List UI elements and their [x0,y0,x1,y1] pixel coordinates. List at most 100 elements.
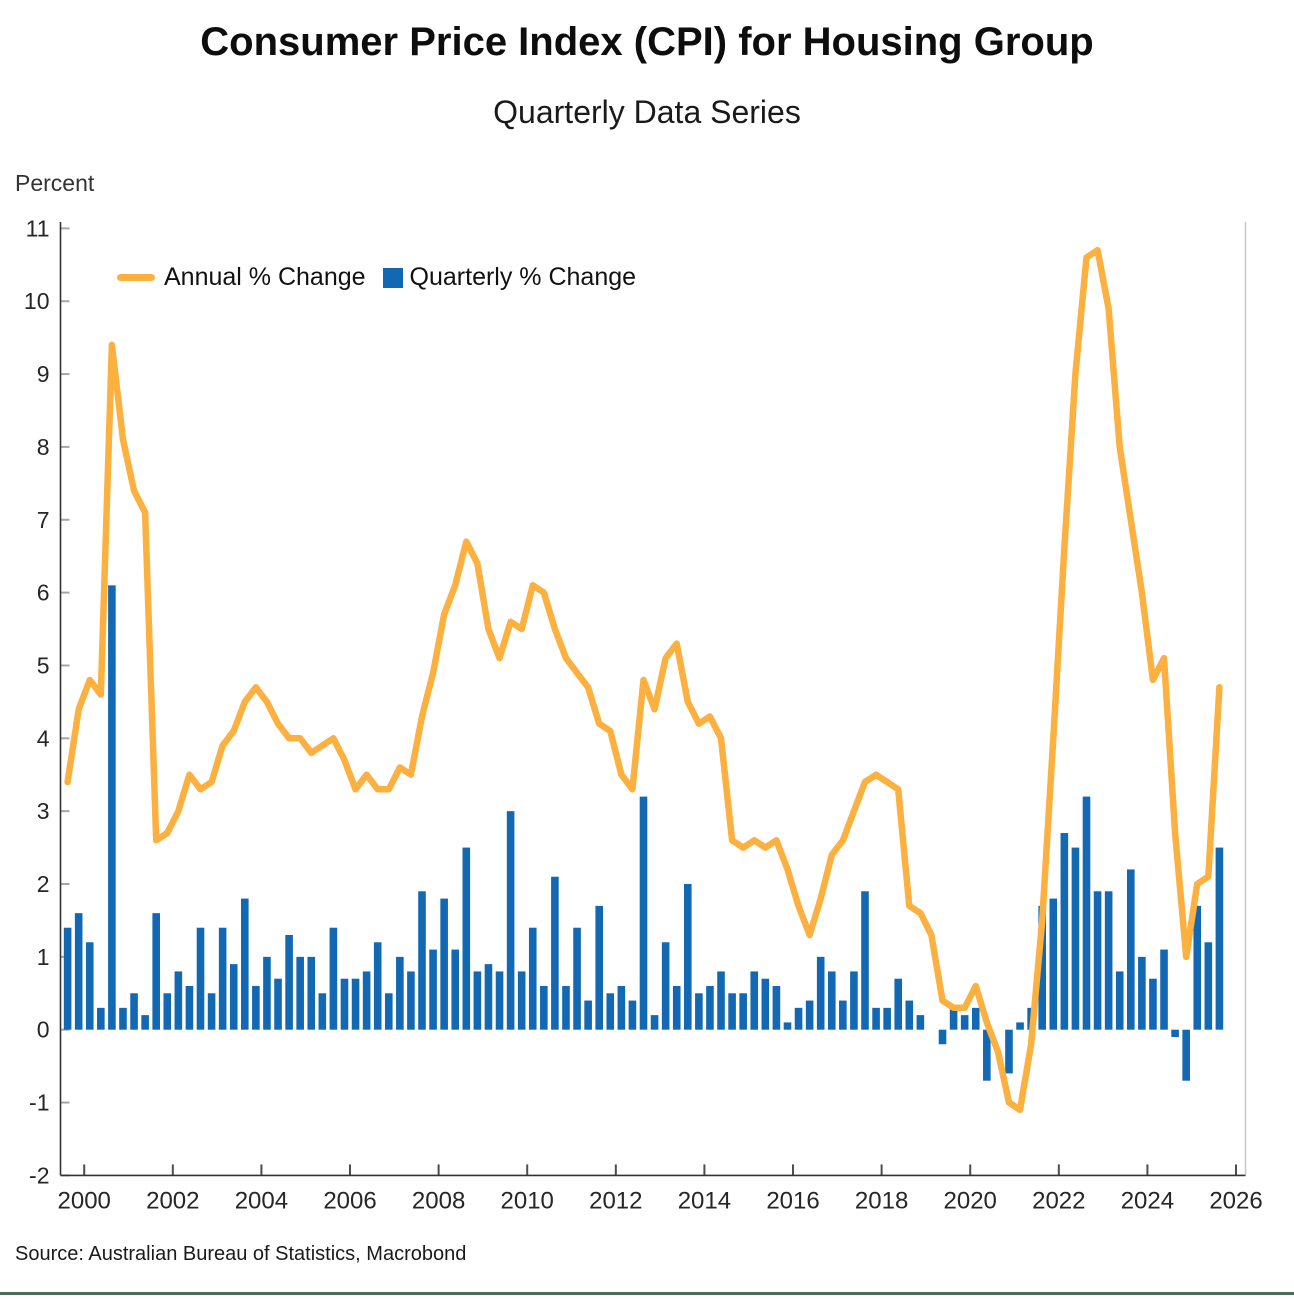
bar-2000 Q2 [97,1007,105,1030]
bar-2011 Q1 [573,927,581,1030]
y-tick-label: 8 [37,434,50,460]
bar-2015 Q1 [750,971,759,1030]
bar-2025 Q1 [1193,905,1202,1030]
bar-2019 Q2 [938,1029,947,1045]
x-tick-label: 2012 [589,1187,642,1214]
bar-2010 Q3 [551,876,559,1030]
bar-2000 Q1 [85,942,94,1030]
bar-2004 Q2 [274,978,282,1030]
bar-2015 Q3 [772,985,781,1030]
bar-2005 Q1 [307,956,316,1030]
bar-2009 Q3 [506,811,515,1030]
legend-quarterly-bar-swatch [382,267,403,288]
bar-2022 Q1 [1060,833,1069,1030]
bar-2008 Q2 [451,949,460,1030]
bar-2002 Q1 [174,971,183,1030]
y-axis-ticks: -2 -1 0 1 2 3 4 5 6 7 8 9 10 11 [24,215,70,1188]
bar-2022 Q3 [1082,796,1091,1030]
bar-2016 Q1 [794,1007,803,1030]
x-tick-label: 2014 [678,1187,731,1214]
x-tick-label: 2016 [766,1187,819,1214]
bar-2001 Q4 [163,993,172,1030]
bar-2023 Q1 [1104,891,1113,1030]
bar-2016 Q4 [827,971,836,1030]
bar-2019 Q3 [949,1007,958,1030]
bar-2010 Q1 [528,927,537,1030]
bar-2003 Q4 [252,985,260,1030]
y-tick-label: 2 [37,871,50,897]
bar-2003 Q1 [218,927,227,1030]
bar-2008 Q3 [462,847,471,1030]
bar-2023 Q2 [1115,971,1124,1030]
bar-2020 Q1 [971,1007,980,1030]
bar-2018 Q1 [883,1007,891,1030]
y-tick-label: 4 [37,725,50,751]
bar-2000 Q4 [119,1007,127,1030]
bar-2005 Q2 [318,993,327,1030]
legend-quarterly-label: Quarterly % Change [409,263,637,291]
bar-2009 Q4 [517,971,526,1030]
bar-2011 Q2 [584,1000,592,1030]
y-tick-label: 0 [37,1017,50,1043]
x-tick-label: 2024 [1121,1187,1174,1214]
bar-2004 Q4 [296,956,304,1030]
x-tick-label: 2004 [235,1187,288,1214]
bar-2005 Q3 [329,927,338,1030]
bar-2011 Q3 [595,905,603,1030]
bar-2002 Q2 [185,985,194,1030]
legend-annual-line-swatch [117,274,155,281]
y-tick-label: 11 [26,215,50,241]
bar-2010 Q2 [540,985,548,1030]
bar-2017 Q2 [850,971,858,1030]
bar-2009 Q1 [484,964,493,1030]
bar-2006 Q4 [384,993,393,1030]
x-tick-label: 2006 [323,1187,376,1214]
x-tick-label: 2008 [412,1187,465,1214]
x-tick-label: 2010 [501,1187,554,1214]
bar-2021 Q4 [1049,898,1058,1030]
bar-2017 Q4 [872,1007,880,1030]
bar-2017 Q3 [861,891,869,1030]
bar-2007 Q1 [396,956,404,1030]
bar-2012 Q4 [650,1015,659,1030]
x-axis-ticks: 2000 2002 2004 2006 2008 2010 2012 2014 2016 2018… [58,1164,1263,1214]
bar-2012 Q1 [617,985,626,1030]
bar-2024 Q3 [1171,1029,1179,1037]
bar-2006 Q2 [362,971,371,1030]
bar-2019 Q4 [960,1015,969,1030]
bar-2018 Q4 [916,1015,925,1030]
bar-2001 Q3 [152,913,160,1030]
chart-title: Consumer Price Index (CPI) for Housing G… [200,20,1094,64]
bar-2021 Q1 [1016,1022,1024,1030]
bar-1999 Q3 [63,927,72,1030]
x-tick-label: 2020 [944,1187,997,1214]
bar-2022 Q4 [1093,891,1102,1030]
bar-2024 Q1 [1149,978,1157,1030]
bar-2024 Q4 [1182,1029,1190,1081]
bar-2012 Q2 [628,1000,637,1030]
legend: Annual % Change Quarterly % Change [117,263,636,292]
y-tick-label: 3 [37,798,50,824]
bar-2021 Q3 [1038,905,1046,1030]
bar-2023 Q3 [1127,869,1135,1030]
bar-2004 Q3 [285,935,293,1030]
x-tick-label: 2002 [146,1187,199,1214]
y-tick-label: 6 [37,580,50,606]
bar-2001 Q1 [130,993,138,1030]
bar-2003 Q2 [229,964,238,1030]
bar-2008 Q1 [440,898,448,1030]
bar-2005 Q4 [340,978,349,1030]
bar-2001 Q2 [141,1015,149,1030]
bar-2006 Q1 [351,978,360,1030]
bar-2016 Q2 [805,1000,814,1030]
x-tick-label: 2026 [1209,1187,1262,1214]
bar-2013 Q1 [661,942,670,1030]
bar-2007 Q3 [418,891,426,1030]
bar-2024 Q2 [1160,949,1168,1030]
bar-2007 Q4 [429,949,437,1030]
y-tick-label: 10 [24,288,50,314]
bar-2018 Q3 [905,1000,914,1030]
y-tick-label: -2 [29,1162,49,1188]
annual-change-line [64,246,1223,1114]
